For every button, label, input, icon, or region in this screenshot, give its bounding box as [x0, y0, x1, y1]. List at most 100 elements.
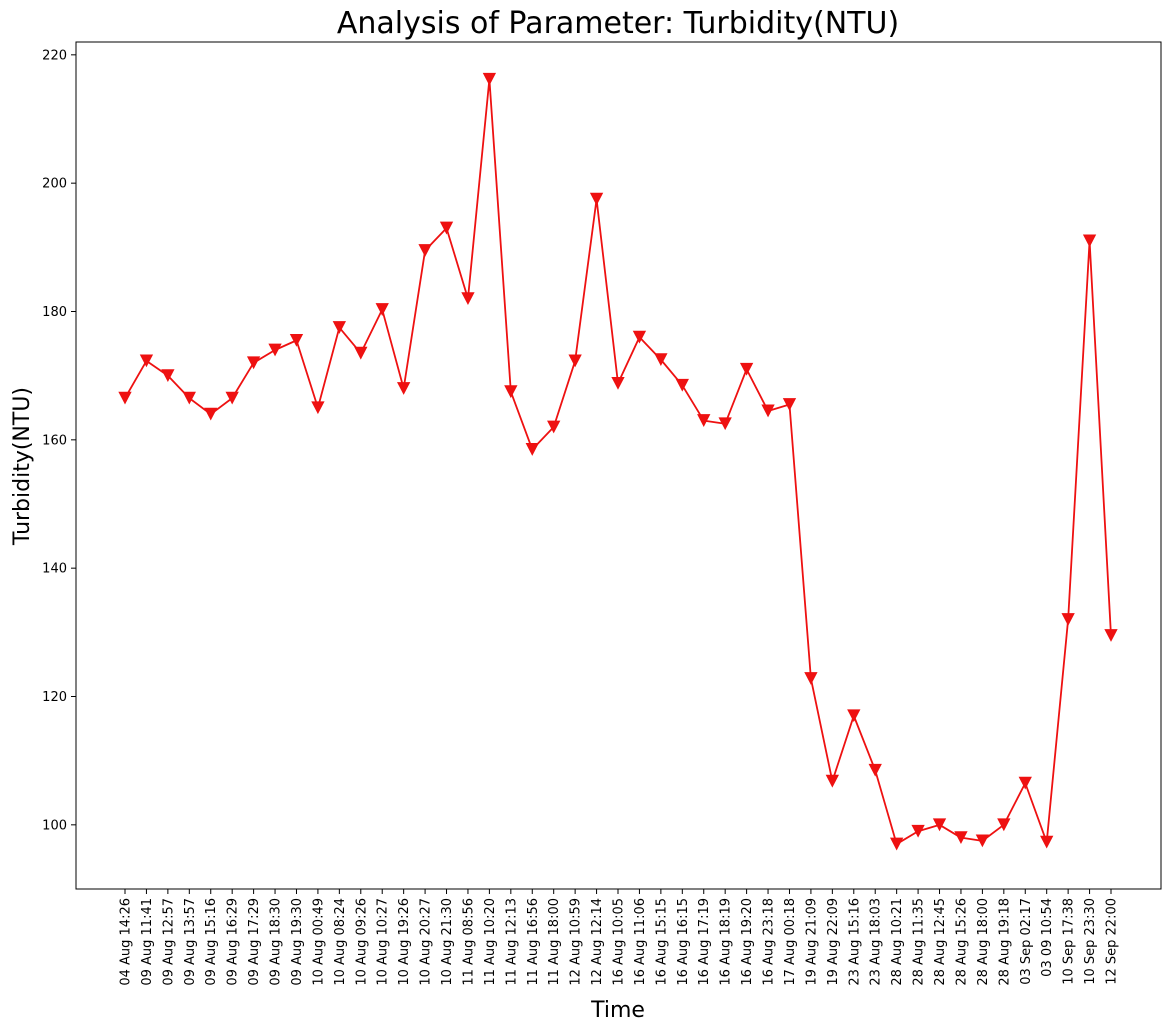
x-tick-label: 11 Aug 18:00: [547, 898, 562, 986]
x-tick-label: 28 Aug 15:26: [954, 898, 969, 986]
data-point-marker: [975, 834, 990, 848]
y-axis-label: Turbidity(NTU): [10, 387, 35, 546]
x-tick-label: 16 Aug 10:05: [612, 898, 627, 986]
data-point-marker: [1082, 234, 1097, 248]
x-axis-label: Time: [590, 998, 645, 1023]
data-point-marker: [332, 321, 347, 334]
x-tick-label: 16 Aug 23:18: [762, 898, 777, 986]
y-tick-label: 220: [42, 48, 67, 63]
x-tick-label: 12 Sep 22:00: [1105, 898, 1120, 985]
x-tick-label: 28 Aug 19:18: [997, 898, 1012, 986]
x-tick-label: 04 Aug 14:26: [119, 898, 134, 986]
x-tick-label: 12 Aug 10:59: [569, 898, 584, 986]
x-tick-label: 10 Sep 23:30: [1083, 898, 1098, 985]
data-point-marker: [825, 774, 840, 788]
data-point-marker: [568, 354, 582, 368]
x-tick-label: 10 Aug 00:49: [311, 898, 326, 986]
x-axis: 04 Aug 14:26 09 Aug 11:41 09 Aug 12:57 09 A…: [119, 889, 1120, 986]
x-tick-label: 16 Aug 16:15: [676, 898, 691, 986]
data-point-marker: [911, 824, 925, 838]
x-tick-label: 10 Aug 20:27: [419, 898, 434, 986]
data-point-marker: [547, 420, 561, 434]
data-point-marker: [675, 378, 689, 392]
x-tick-label: 03 Sep 02:17: [1019, 898, 1034, 985]
x-tick-label: 19 Aug 21:09: [804, 898, 819, 986]
series-line: [124, 78, 1112, 845]
data-point-marker: [761, 404, 775, 418]
x-tick-label: 28 Aug 11:35: [912, 898, 927, 986]
data-point-marker: [997, 818, 1011, 832]
x-tick-label: 16 Aug 11:06: [633, 898, 648, 986]
x-tick-label: 28 Aug 18:00: [976, 898, 991, 986]
data-point-marker: [375, 303, 389, 316]
data-point-marker: [204, 407, 218, 421]
x-tick-label: 10 Sep 17:38: [1062, 898, 1077, 985]
x-tick-label: 09 Aug 17:29: [247, 898, 262, 986]
data-point-marker: [932, 818, 947, 832]
data-point-marker: [611, 376, 625, 390]
x-tick-label: 10 Aug 09:26: [354, 898, 369, 986]
data-point-marker: [1018, 776, 1032, 790]
y-tick-label: 100: [42, 818, 67, 833]
data-point-marker: [396, 382, 411, 395]
data-point-marker: [418, 244, 432, 257]
x-tick-label: 09 Aug 18:30: [269, 898, 284, 986]
y-tick-label: 160: [42, 433, 67, 448]
data-point-marker: [718, 417, 732, 431]
data-point-marker: [439, 221, 454, 235]
x-tick-label: 23 Aug 15:16: [847, 898, 862, 986]
data-point-marker: [889, 837, 904, 851]
data-point-marker: [289, 333, 304, 347]
data-point-marker: [268, 343, 282, 357]
plot-area-frame: [75, 41, 1162, 890]
x-tick-label: 16 Aug 18:19: [719, 898, 734, 986]
series-turbidity: [118, 72, 1118, 851]
data-point-marker: [1104, 629, 1118, 642]
y-tick-label: 140: [42, 562, 67, 577]
x-tick-label: 16 Aug 17:19: [697, 898, 712, 986]
data-point-marker: [1061, 613, 1075, 626]
x-tick-label: 28 Aug 10:21: [890, 898, 905, 986]
data-point-marker: [118, 391, 132, 405]
data-point-marker: [804, 672, 818, 685]
x-tick-label: 11 Aug 10:20: [483, 898, 498, 986]
x-tick-label: 09 Aug 19:30: [290, 898, 305, 986]
data-point-marker: [246, 356, 261, 370]
data-point-marker: [868, 763, 882, 777]
x-tick-label: 10 Aug 21:30: [440, 898, 455, 986]
x-tick-label: 10 Aug 10:27: [376, 898, 391, 986]
y-axis: 100 120 140 160 180 200 220: [42, 48, 76, 833]
y-tick-label: 200: [42, 177, 67, 192]
chart-title: Analysis of Parameter: Turbidity(NTU): [337, 6, 899, 41]
x-tick-label: 11 Aug 16:56: [526, 898, 541, 986]
x-tick-label: 09 Aug 12:57: [161, 898, 176, 986]
x-tick-label: 10 Aug 19:26: [397, 898, 412, 986]
x-tick-label: 11 Aug 08:56: [461, 898, 476, 986]
x-tick-label: 16 Aug 19:20: [740, 898, 755, 986]
x-tick-label: 09 Aug 16:29: [226, 898, 241, 986]
data-point-marker: [482, 72, 497, 86]
x-tick-label: 09 Aug 15:16: [204, 898, 219, 986]
y-tick-label: 120: [42, 690, 67, 705]
data-point-marker: [697, 414, 711, 427]
x-tick-label: 09 Aug 11:41: [140, 898, 155, 986]
x-tick-label: 19 Aug 22:09: [826, 898, 841, 986]
data-point-marker: [504, 385, 518, 399]
data-point-marker: [354, 346, 368, 360]
x-tick-label: 17 Aug 00:18: [783, 898, 798, 986]
data-point-marker: [632, 330, 647, 344]
x-tick-label: 10 Aug 08:24: [333, 898, 348, 986]
x-tick-label: 28 Aug 12:45: [933, 898, 948, 986]
data-point-marker: [1040, 835, 1054, 849]
data-point-marker: [139, 354, 154, 368]
data-point-marker: [311, 401, 325, 415]
x-tick-label: 16 Aug 15:15: [654, 898, 669, 986]
data-point-marker: [654, 353, 668, 366]
x-tick-label: 23 Aug 18:03: [869, 898, 884, 986]
data-point-marker: [954, 831, 968, 845]
x-tick-label: 12 Aug 12:14: [590, 898, 605, 986]
x-tick-label: 11 Aug 12:13: [504, 898, 519, 986]
data-point-marker: [782, 398, 797, 411]
data-point-marker: [739, 362, 754, 376]
